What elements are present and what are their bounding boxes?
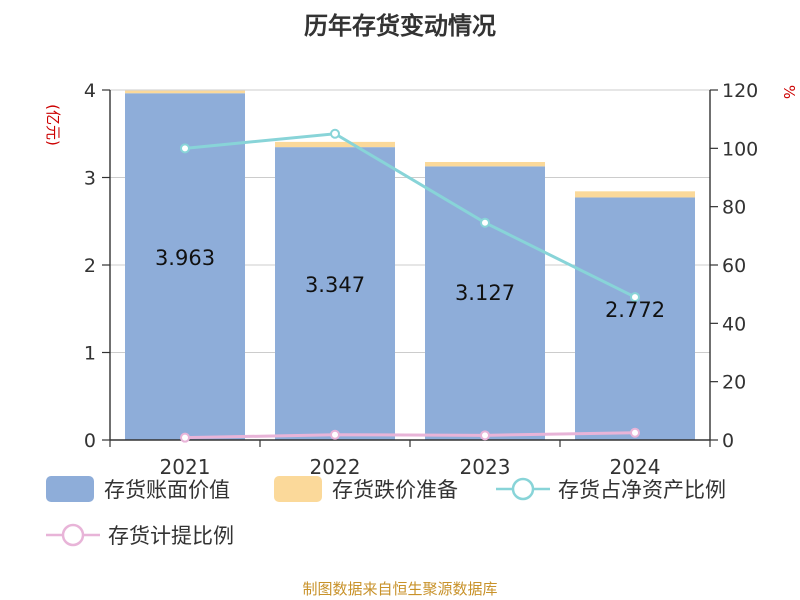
point-net-assets-ratio-2024 [630,292,640,303]
legend-swatch [274,476,322,502]
left-tick-label: 3 [84,168,96,190]
bar-book-value-2024 [575,197,695,440]
label-layer: 3.963 3.347 3.127 2.772 [155,246,665,322]
right-tick-label: 80 [722,197,746,219]
legend-item[interactable]: 存货账面价值 [46,474,230,504]
legend-swatch [46,476,94,502]
bar-impairment-2024 [575,191,695,198]
legend-line-circle [511,477,535,501]
point-provision-ratio-2021 [180,432,190,443]
right-tick-label: 100 [722,138,758,160]
point-provision-ratio-2023 [480,430,490,441]
bar-data-label-2024: 2.772 [605,298,665,322]
bar-layer [125,90,695,441]
bar-data-label-2021: 3.963 [155,246,215,270]
bar-impairment-2021 [125,90,245,94]
chart-title: 历年存货变动情况 [304,12,496,40]
x-tick-label: 2023 [460,455,511,479]
point-provision-ratio-2022 [330,429,340,440]
point-net-assets-ratio-2021 [180,143,190,154]
left-axis-unit: (亿元) [44,104,62,146]
left-tick-label: 4 [84,80,96,102]
bar-impairment-2022 [275,141,395,148]
bar-book-value-2023 [425,166,545,440]
x-tick-label: 2024 [610,455,661,479]
line-inventory-to-net-assets [184,132,636,299]
bar-data-label-2023: 3.127 [455,281,515,305]
legend-item[interactable]: 存货占净资产比例 [496,474,726,504]
point-net-assets-ratio-2022 [330,128,340,139]
point-provision-ratio-2024 [630,427,640,438]
left-tick-label: 1 [84,343,96,365]
right-axis-unit: % [780,85,798,99]
bar-data-label-2022: 3.347 [305,273,365,297]
right-tick-label: 60 [722,255,746,277]
legend-item[interactable]: 存货跌价准备 [274,474,458,504]
line-layer [180,128,640,443]
x-tick-label: 2021 [160,455,211,479]
right-tick-label: 120 [722,80,758,102]
legend-line-circle [61,523,85,547]
left-tick-label: 0 [84,430,96,452]
legend-line-marker [46,523,100,547]
right-tick-label: 20 [722,372,746,394]
legend-label: 存货占净资产比例 [558,478,726,502]
bar-book-value-2022 [275,147,395,440]
point-net-assets-ratio-2023 [480,217,490,228]
left-tick-label: 2 [84,255,96,277]
legend-label: 存货计提比例 [108,524,234,548]
legend-label: 存货跌价准备 [332,478,458,502]
right-tick-label: 0 [722,430,734,452]
legend-line-marker [496,477,550,501]
source-note: 制图数据来自恒生聚源数据库 [302,580,498,598]
bar-impairment-2023 [425,162,545,167]
legend-item[interactable]: 存货计提比例 [46,520,234,550]
right-tick-label: 40 [722,313,746,335]
line-provision-ratio [184,431,636,440]
x-tick-label: 2022 [310,455,361,479]
legend-label: 存货账面价值 [104,478,230,502]
